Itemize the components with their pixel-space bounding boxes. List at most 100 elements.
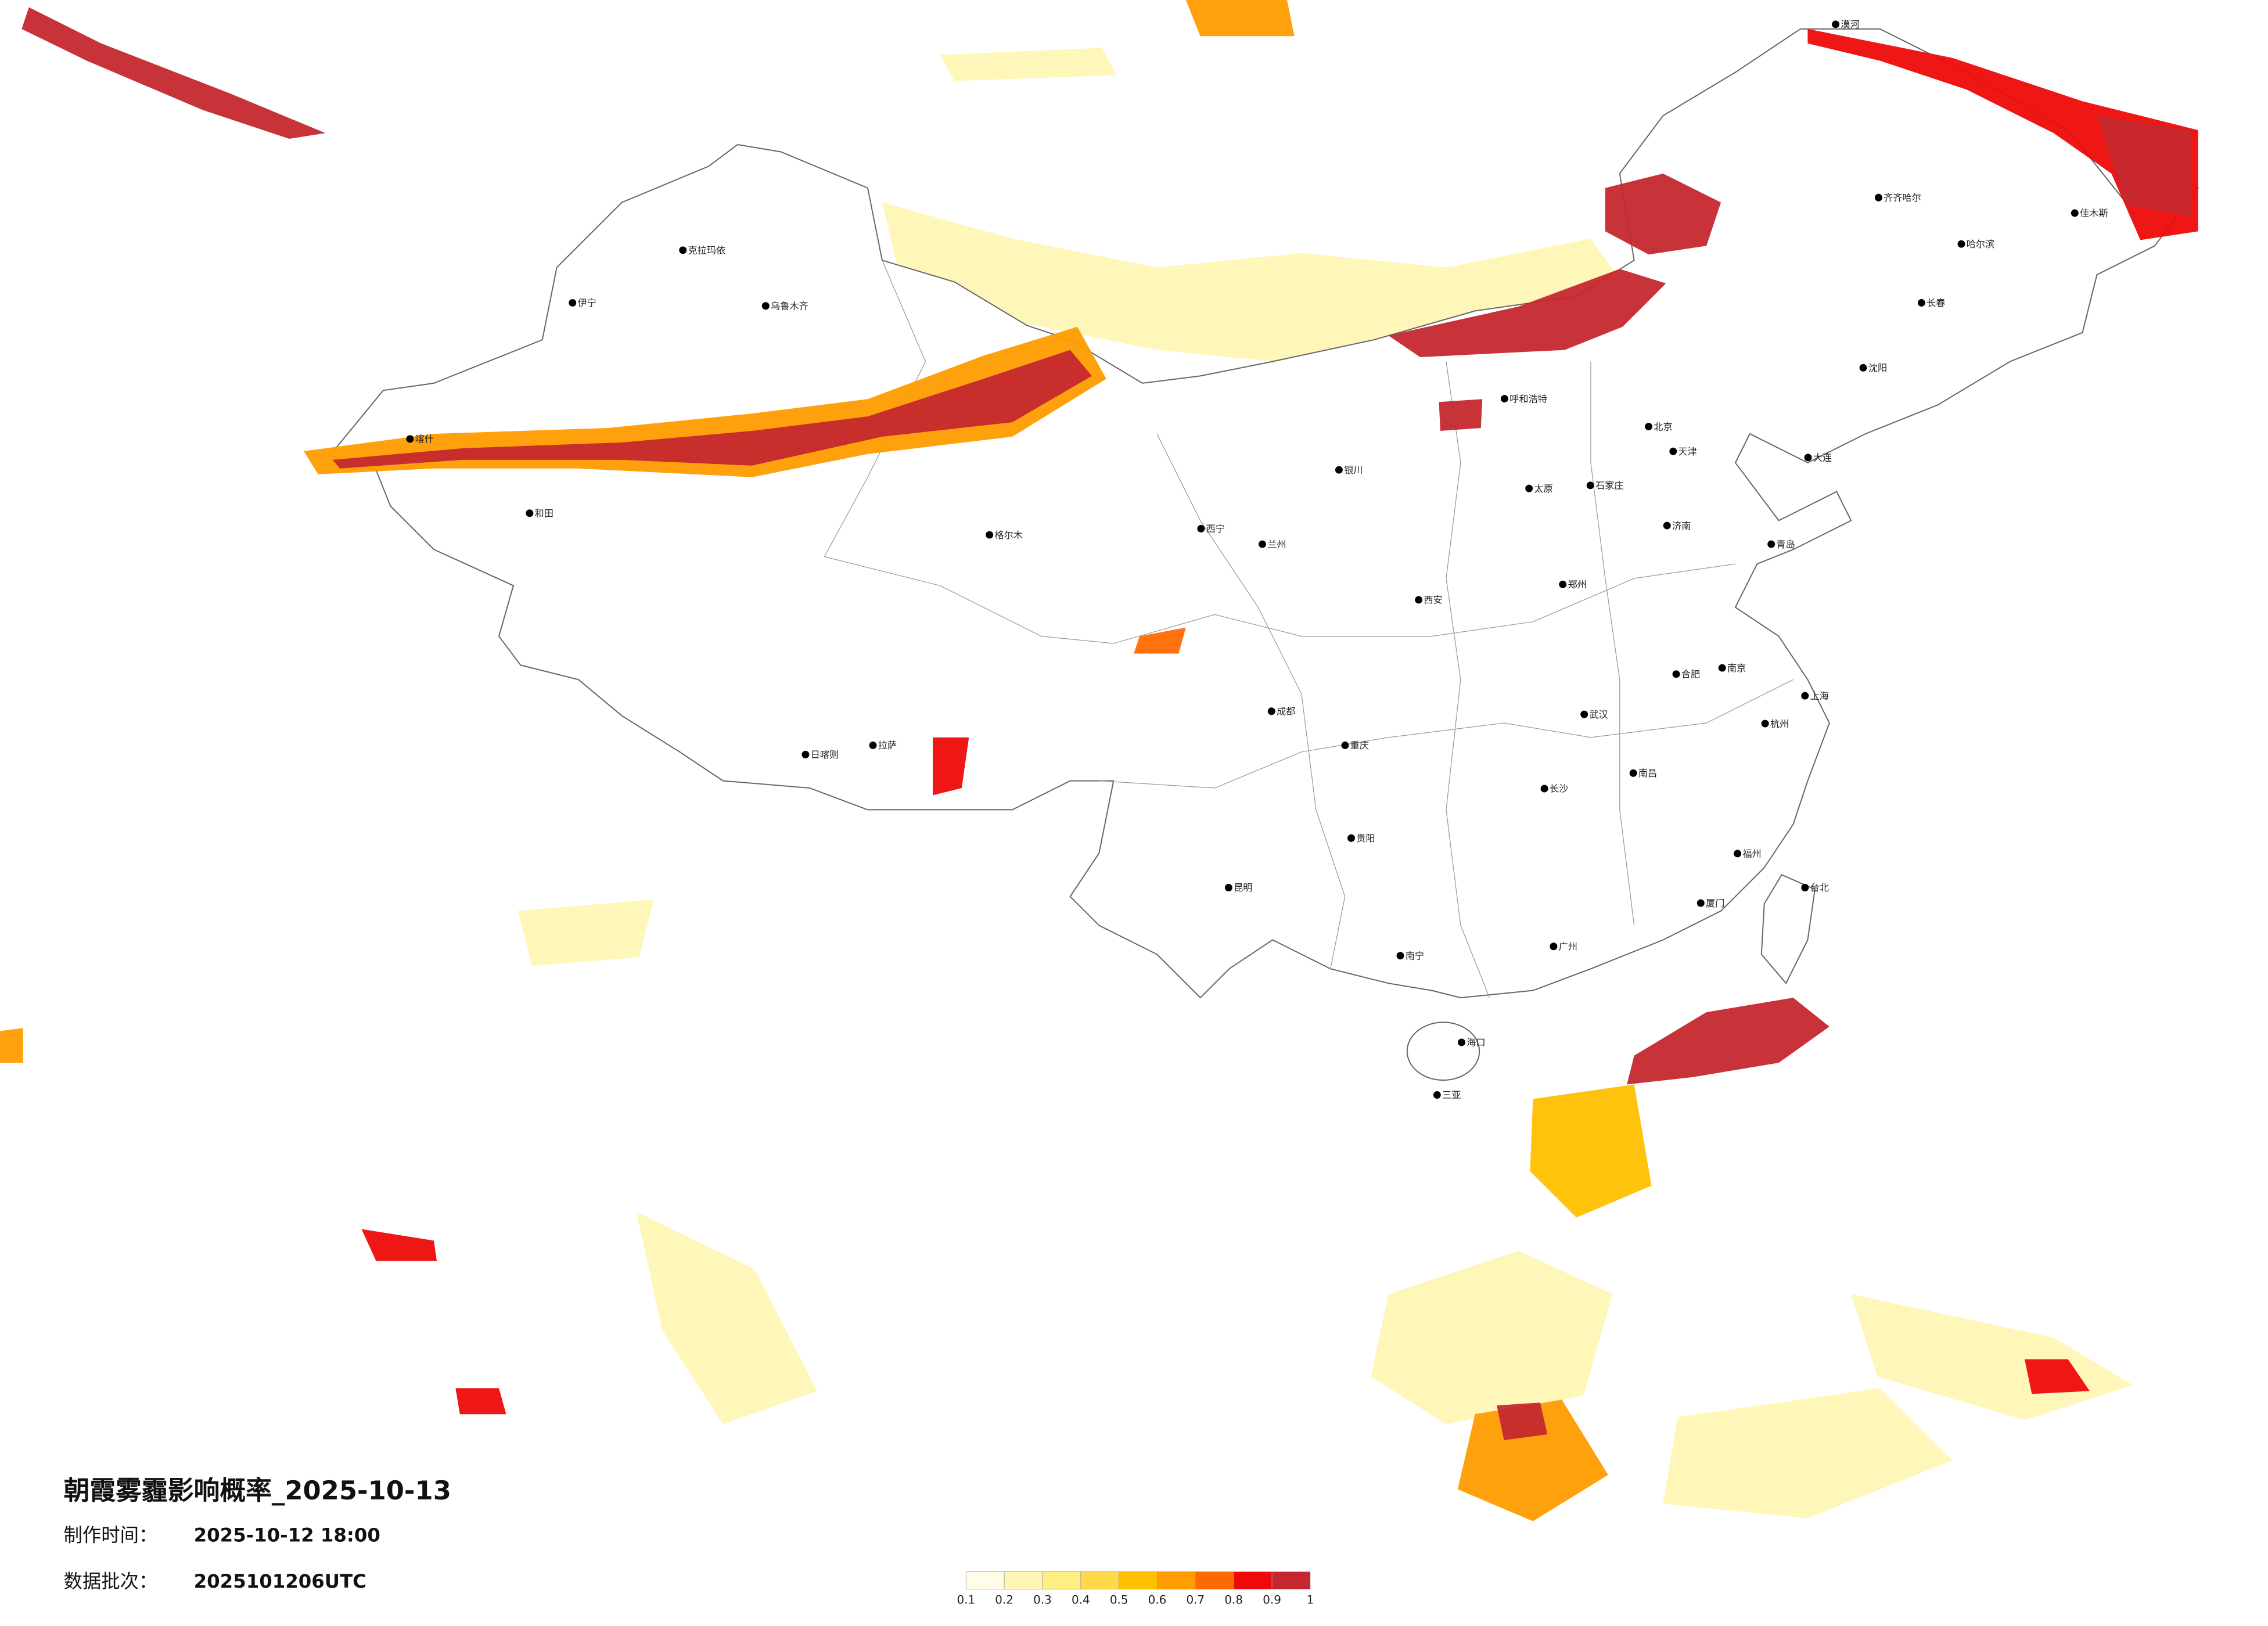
city-dot [1347, 834, 1355, 842]
province-border [1156, 433, 1346, 969]
city-label: 银川 [1344, 465, 1363, 476]
city-dot [1629, 769, 1637, 777]
colorbar-tick-label: 0.2 [995, 1593, 1013, 1606]
city-label: 漠河 [1841, 19, 1859, 30]
colorbar-box [965, 1571, 1005, 1589]
city-dot [1801, 884, 1809, 891]
city-label: 济南 [1672, 520, 1691, 531]
colorbar-tick-label: 1 [1307, 1593, 1314, 1606]
province-border [1590, 361, 1635, 926]
haze-patch [0, 1028, 23, 1063]
hainan-island [1406, 1021, 1480, 1081]
haze-patch [303, 326, 1106, 477]
city-label: 太原 [1534, 483, 1552, 494]
map-title: 朝霞雾霾影响概率_2025-10-13 [64, 1475, 451, 1506]
city-dot [1559, 580, 1567, 588]
haze-patch [455, 1388, 506, 1415]
haze-patch [1388, 269, 1666, 358]
city-dot [1415, 596, 1423, 604]
city-label: 南昌 [1638, 768, 1657, 779]
city-label: 重庆 [1350, 740, 1369, 751]
city-dot [1801, 692, 1809, 700]
city-label: 西宁 [1206, 523, 1225, 534]
city-label: 兰州 [1267, 539, 1286, 550]
province-border [1099, 679, 1793, 789]
colorbar-box [1004, 1571, 1043, 1589]
haze-patch [1627, 998, 1830, 1085]
city-dot [1580, 710, 1588, 718]
haze-layer [0, 0, 2198, 1521]
china-outline [329, 28, 2199, 1081]
city-label: 杭州 [1770, 718, 1789, 729]
city-dot [1433, 1091, 1441, 1099]
city-dot [1718, 664, 1726, 672]
province-border [1446, 361, 1490, 998]
city-label: 台北 [1810, 882, 1828, 893]
city-dot [679, 246, 687, 254]
city-label: 大连 [1813, 452, 1832, 463]
city-dot [1267, 707, 1275, 715]
batch-label: 数据批次： [64, 1570, 158, 1592]
colorbar-box [1195, 1571, 1234, 1589]
city-dot [1197, 524, 1205, 533]
city-dot [761, 302, 770, 310]
haze-patch [1497, 1402, 1548, 1441]
city-dot [1224, 884, 1232, 891]
city-label: 西安 [1424, 595, 1442, 606]
haze-patch [1457, 1400, 1608, 1521]
city-label: 上海 [1810, 690, 1828, 702]
haze-patch [361, 1229, 437, 1261]
city-label: 厦门 [1706, 898, 1724, 909]
province-border [824, 556, 1736, 644]
colorbar-tick-label: 0.8 [1224, 1593, 1243, 1606]
haze-patch [21, 7, 326, 139]
city-label: 福州 [1742, 848, 1761, 859]
city-dot [1335, 466, 1343, 474]
city-dot [1396, 952, 1404, 960]
city-dot [1540, 785, 1548, 793]
made-time-label: 制作时间： [64, 1524, 158, 1546]
colorbar-tick-label: 0.5 [1110, 1593, 1128, 1606]
colorbar-box [1157, 1571, 1196, 1589]
haze-patch [1439, 399, 1483, 431]
city-label: 长春 [1926, 297, 1945, 308]
city-label: 佳木斯 [2080, 208, 2108, 219]
city-dot [1672, 670, 1680, 678]
city-dot [1525, 484, 1533, 492]
colorbar-box [1271, 1571, 1311, 1589]
haze-patch [1663, 1388, 1953, 1519]
city-label: 长沙 [1550, 783, 1568, 794]
city-dot [526, 509, 534, 517]
colorbar-tick-label: 0.4 [1072, 1593, 1090, 1606]
colorbar-box [1119, 1571, 1158, 1589]
haze-patch [636, 1211, 817, 1424]
city-label: 拉萨 [878, 740, 897, 751]
city-dot [1696, 899, 1705, 907]
city-dot [1258, 540, 1266, 548]
city-label: 贵阳 [1356, 833, 1375, 844]
city-dot [1832, 20, 1840, 28]
city-label: 喀什 [415, 434, 434, 445]
city-label: 呼和浩特 [1509, 393, 1547, 404]
haze-patch [933, 737, 969, 796]
batch-value: 2025101206UTC [194, 1570, 366, 1592]
colorbar: 0.1 0.2 0.3 0.4 0.5 0.6 0.7 0.8 0.9 1 [957, 1571, 1314, 1606]
haze-patch [1605, 173, 1721, 255]
city-dot [1663, 521, 1671, 530]
haze-patch [1371, 1250, 1613, 1424]
city-label: 伊宁 [577, 297, 596, 308]
city-label: 成都 [1277, 706, 1295, 717]
colorbar-box [1080, 1571, 1120, 1589]
city-dot [1586, 481, 1594, 490]
made-time-value: 2025-10-12 18:00 [194, 1524, 380, 1546]
city-label: 昆明 [1234, 882, 1252, 893]
city-label: 乌鲁木齐 [771, 300, 808, 311]
colorbar-box [1042, 1571, 1081, 1589]
city-dot [406, 435, 414, 443]
colorbar-tick-label: 0.7 [1187, 1593, 1205, 1606]
city-dot [1761, 720, 1769, 728]
city-label: 天津 [1678, 446, 1696, 457]
city-dot [2071, 209, 2079, 217]
city-label: 青岛 [1776, 539, 1795, 550]
